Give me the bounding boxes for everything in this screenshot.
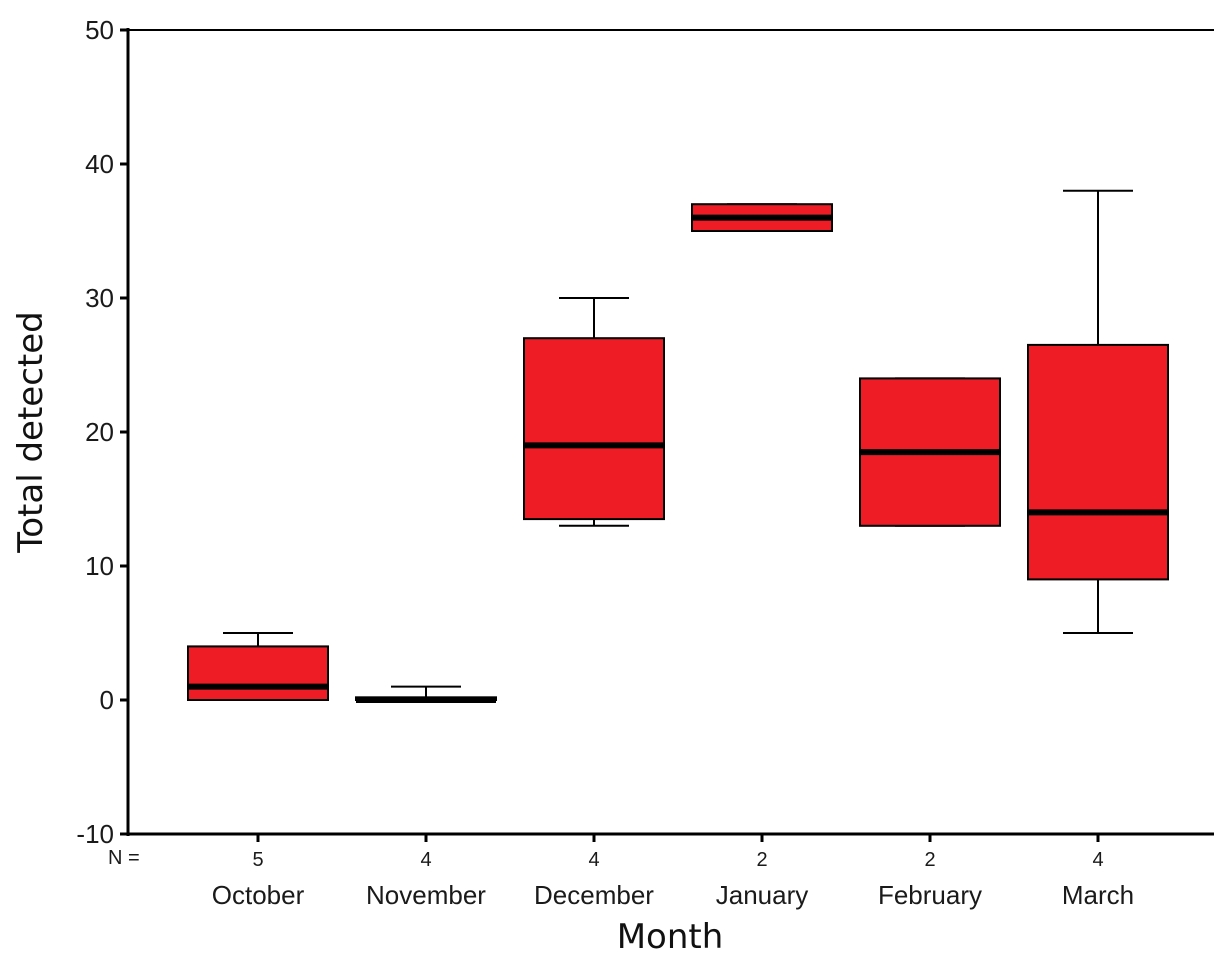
boxes-group xyxy=(187,189,1169,703)
iqr-box xyxy=(523,337,665,521)
y-axis-title: Total detected xyxy=(11,311,51,554)
n-count-label: 4 xyxy=(420,849,431,871)
x-axis-title: Month xyxy=(617,917,724,954)
iqr-box xyxy=(1027,343,1169,581)
box-november xyxy=(355,685,497,703)
y-tick-label: 0 xyxy=(100,685,114,715)
y-axis: 50 40 30 20 10 0 -10 xyxy=(76,15,130,849)
y-tick-label: 10 xyxy=(85,551,114,581)
box-december xyxy=(523,297,665,527)
y-tick-label: -10 xyxy=(76,819,114,849)
box-january xyxy=(691,203,833,232)
n-count-label: 2 xyxy=(924,849,935,871)
x-tick-label: October xyxy=(212,880,305,910)
y-tick-label: 30 xyxy=(85,283,114,313)
n-count-label: 2 xyxy=(756,849,767,871)
n-prefix-label: N = xyxy=(108,847,140,869)
y-tick-label: 20 xyxy=(85,417,114,447)
y-tick-label: 50 xyxy=(85,15,114,45)
iqr-box xyxy=(187,645,329,702)
n-count-label: 5 xyxy=(252,849,263,871)
x-axis: 5 October 4 November 4 December 2 January 2 Febru… xyxy=(128,832,1214,910)
x-tick-label: January xyxy=(716,880,809,910)
x-tick-label: November xyxy=(366,880,486,910)
box-february xyxy=(859,377,1001,527)
n-count-label: 4 xyxy=(588,849,599,871)
x-tick-label: December xyxy=(534,880,654,910)
box-march xyxy=(1027,189,1169,634)
box-october xyxy=(187,632,329,702)
y-tick-label: 40 xyxy=(85,149,114,179)
x-tick-label: March xyxy=(1062,880,1134,910)
n-count-label: 4 xyxy=(1092,849,1103,871)
x-tick-label: February xyxy=(878,880,982,910)
